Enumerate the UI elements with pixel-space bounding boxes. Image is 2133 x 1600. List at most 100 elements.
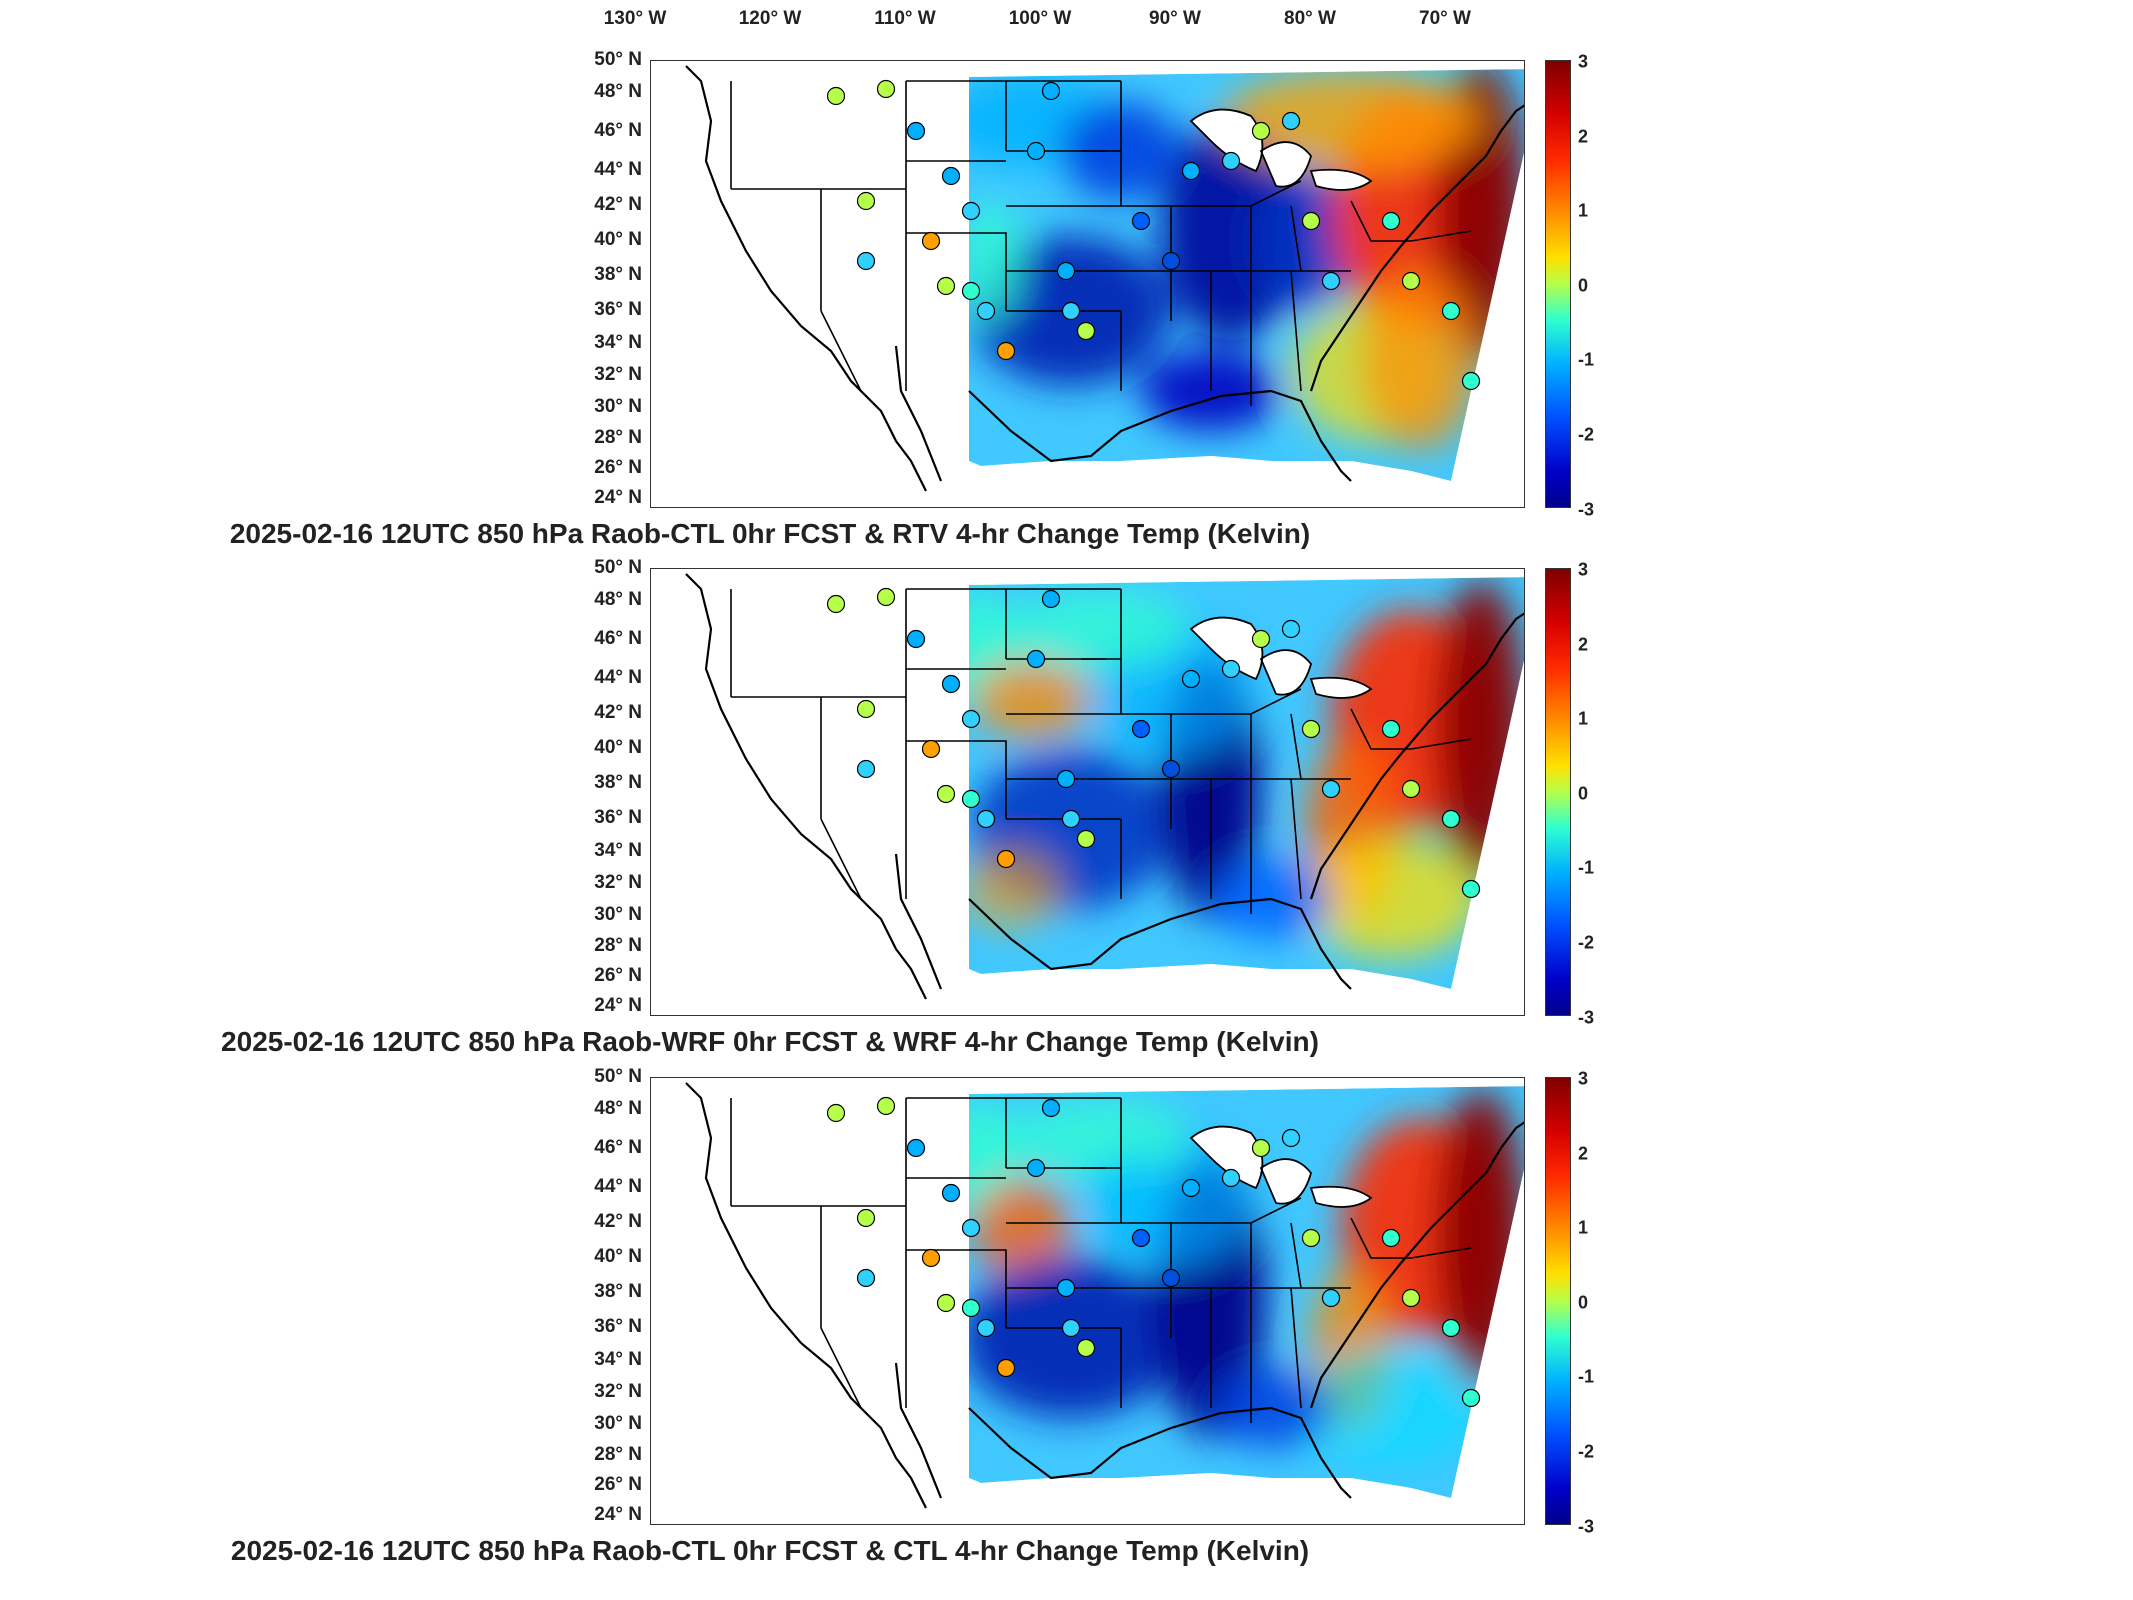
lat-label: 36° N: [594, 299, 642, 320]
lat-label: 28° N: [594, 1444, 642, 1465]
lat-label: 48° N: [594, 589, 642, 610]
state-boundary: [730, 589, 907, 900]
raob-station-marker: [1401, 271, 1421, 291]
gulf-coastline: [968, 1406, 1352, 1499]
lat-label: 44° N: [594, 667, 642, 688]
lat-label: 34° N: [594, 840, 642, 861]
raob-station-marker: [1131, 719, 1151, 739]
temperature-map: [650, 1077, 1525, 1525]
raob-station-marker: [921, 739, 941, 759]
colorbar: [1545, 1077, 1571, 1525]
lat-label: 50° N: [594, 557, 642, 578]
state-boundary: [730, 81, 907, 392]
raob-station-marker: [1301, 1228, 1321, 1248]
lat-label: 30° N: [594, 396, 642, 417]
state-boundary: [1120, 778, 1351, 914]
raob-station-marker: [1381, 1228, 1401, 1248]
gulf-coastline: [968, 897, 1352, 990]
raob-station-marker: [1221, 1168, 1241, 1188]
colorbar-tick-label: 3: [1578, 51, 1589, 72]
raob-station-marker: [1281, 111, 1301, 131]
raob-station-marker: [1461, 879, 1481, 899]
colorbar: [1545, 60, 1571, 508]
raob-station-marker: [876, 79, 896, 99]
raob-station-marker: [1061, 301, 1081, 321]
state-boundary: [1120, 270, 1351, 406]
raob-station-marker: [1381, 211, 1401, 231]
raob-station-marker: [1251, 121, 1271, 141]
raob-station-marker: [1076, 829, 1096, 849]
east-coastline: [1309, 1121, 1524, 1409]
lat-label: 42° N: [594, 702, 642, 723]
lat-label: 42° N: [594, 1211, 642, 1232]
raob-station-marker: [1181, 161, 1201, 181]
state-boundary: [906, 588, 1121, 820]
lat-label: 36° N: [594, 1316, 642, 1337]
raob-station-marker: [1441, 301, 1461, 321]
colorbar-tick-label: -3: [1578, 1007, 1595, 1028]
colorbar-tick-label: -2: [1578, 932, 1595, 953]
raob-station-marker: [936, 1293, 956, 1313]
raob-station-marker: [1041, 1098, 1061, 1118]
raob-station-marker: [961, 709, 981, 729]
east-coastline: [1309, 612, 1524, 900]
raob-station-marker: [826, 86, 846, 106]
lat-label: 44° N: [594, 1176, 642, 1197]
colorbar-tick-label: 2: [1578, 126, 1589, 147]
raob-station-marker: [1076, 321, 1096, 341]
raob-station-marker: [921, 231, 941, 251]
raob-station-marker: [936, 276, 956, 296]
raob-station-marker: [1026, 1158, 1046, 1178]
lat-label: 40° N: [594, 737, 642, 758]
raob-station-marker: [976, 301, 996, 321]
raob-station-marker: [936, 784, 956, 804]
raob-station-marker: [996, 341, 1016, 361]
state-boundary: [1006, 1098, 1302, 1338]
map-panel-ctl: 50° N 48° N 46° N 44° N 42° N 40° N 38° N 36° N…: [231, 1066, 1594, 1587]
lon-label-100w: 100° W: [1008, 8, 1072, 29]
state-boundary: [730, 1098, 907, 1409]
raob-station-marker: [1221, 151, 1241, 171]
lon-label-120w: 120° W: [738, 8, 802, 29]
raob-station-marker: [906, 629, 926, 649]
temperature-anomaly-region: [1301, 839, 1481, 959]
colorbar-tick-label: -3: [1578, 1516, 1595, 1537]
colorbar-tick-label: -2: [1578, 1441, 1595, 1462]
lat-label: 40° N: [594, 1246, 642, 1267]
raob-station-marker: [1161, 1268, 1181, 1288]
temperature-field: [969, 577, 1524, 989]
lon-label-130w: 130° W: [603, 8, 667, 29]
map-canvas: [685, 573, 1524, 1000]
gulf-coastline: [968, 389, 1352, 482]
raob-station-marker: [826, 1103, 846, 1123]
lat-label: 26° N: [594, 965, 642, 986]
colorbar-tick-label: 3: [1578, 559, 1589, 580]
raob-station-marker: [1401, 779, 1421, 799]
raob-station-marker: [856, 191, 876, 211]
lat-label: 50° N: [594, 1066, 642, 1087]
lat-label: 48° N: [594, 1098, 642, 1119]
lat-label: 46° N: [594, 120, 642, 141]
raob-station-marker: [1061, 1318, 1081, 1338]
lon-label-80w: 80° W: [1284, 8, 1336, 29]
temperature-anomaly-region: [971, 1178, 1071, 1278]
raob-station-marker: [961, 201, 981, 221]
temperature-map: [650, 60, 1525, 508]
west-coastline: [685, 65, 943, 492]
raob-station-marker: [856, 1268, 876, 1288]
west-coastline: [685, 1082, 943, 1509]
field-blobs: [969, 1088, 1524, 1468]
raob-station-marker: [1221, 659, 1241, 679]
lat-label: 36° N: [594, 807, 642, 828]
colorbar-tick-label: -2: [1578, 424, 1595, 445]
raob-station-marker: [1381, 719, 1401, 739]
raob-station-marker: [941, 674, 961, 694]
colorbar-tick-label: -1: [1578, 1366, 1595, 1387]
colorbar-tick-label: -3: [1578, 499, 1595, 520]
map-canvas: [685, 1082, 1524, 1509]
raob-station-marker: [1131, 211, 1151, 231]
state-boundary: [906, 80, 1121, 312]
raob-station-marker: [1441, 1318, 1461, 1338]
colorbar-tick-label: 2: [1578, 1143, 1589, 1164]
lat-label: 32° N: [594, 364, 642, 385]
